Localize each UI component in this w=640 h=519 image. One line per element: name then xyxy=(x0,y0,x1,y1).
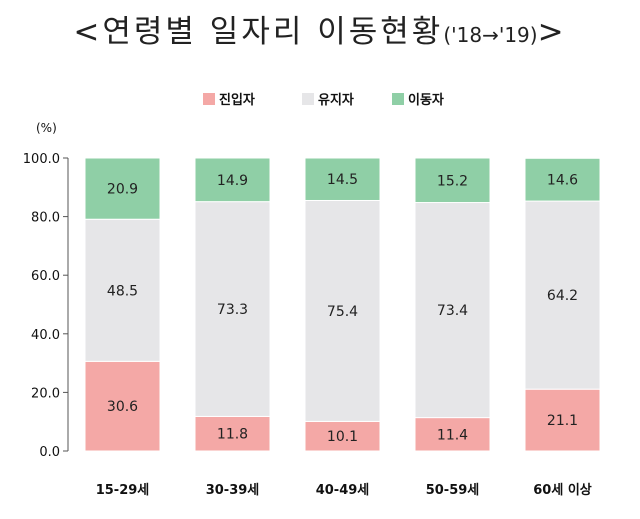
data-label: 64.2 xyxy=(547,288,578,304)
y-tick-label: 60.0 xyxy=(31,269,60,284)
bar-segment xyxy=(304,157,381,201)
chart-title-main: <연령별 일자리 이동현황 xyxy=(73,14,444,50)
data-label: 73.3 xyxy=(217,302,248,318)
legend-swatch xyxy=(302,93,314,105)
data-label: 73.4 xyxy=(437,303,468,319)
chart-title-period: ('18→'19) xyxy=(443,23,538,47)
bar-segment xyxy=(194,201,271,417)
legend-swatch xyxy=(392,93,404,105)
data-label: 14.5 xyxy=(327,172,358,188)
legend: 진입자 유지자 이동자 xyxy=(203,92,444,108)
data-label: 15.2 xyxy=(437,173,468,189)
bar-segment xyxy=(414,202,491,419)
y-tick-label: 80.0 xyxy=(31,211,60,226)
legend-label: 진입자 xyxy=(219,92,255,108)
bar-segment xyxy=(84,218,161,362)
chart-title: <연령별 일자리 이동현황('18→'19)> xyxy=(0,6,640,51)
legend-label: 유지자 xyxy=(318,93,354,108)
chart-title-close: > xyxy=(537,14,567,50)
y-tick-label: 40.0 xyxy=(31,328,60,343)
data-label: 48.5 xyxy=(107,283,138,299)
y-tick-label: 0.0 xyxy=(39,445,60,460)
data-label: 14.6 xyxy=(547,173,578,189)
legend-label: 이동자 xyxy=(408,92,444,108)
bar-segment xyxy=(414,157,491,204)
y-tick-label: 100.0 xyxy=(23,152,60,167)
bars: 30.6 48.5 20.9 11.8 73.3 14.9 10.1 75.4 14.5 11.4… xyxy=(84,157,601,452)
data-label: 30.6 xyxy=(107,399,138,415)
data-label: 75.4 xyxy=(327,304,358,320)
bar-segment xyxy=(84,360,161,452)
data-label: 10.1 xyxy=(327,429,358,445)
x-category-label: 30-39세 xyxy=(206,483,260,498)
y-axis: 0.0 20.0 40.0 60.0 80.0 100.0 xyxy=(23,152,69,460)
x-axis-categories: 15-29세 30-39세 40-49세 50-59세 60세 이상 xyxy=(96,482,592,498)
y-tick-label: 20.0 xyxy=(31,386,60,401)
data-label: 21.1 xyxy=(547,413,578,429)
bar-segment xyxy=(194,415,271,452)
data-label: 14.9 xyxy=(217,173,248,189)
x-category-label: 40-49세 xyxy=(316,483,370,498)
bar-segment xyxy=(524,388,601,452)
bar-segment xyxy=(194,157,271,203)
bar-segment xyxy=(524,157,601,202)
x-category-label: 60세 이상 xyxy=(533,482,592,498)
data-label: 20.9 xyxy=(107,182,138,198)
bar-segment xyxy=(524,200,601,390)
x-category-label: 15-29세 xyxy=(96,483,150,498)
x-category-label: 50-59세 xyxy=(426,483,480,498)
bar-segment xyxy=(414,417,491,452)
data-label: 11.8 xyxy=(217,427,248,443)
bar-segment xyxy=(304,199,381,422)
data-label: 11.4 xyxy=(437,427,468,443)
legend-swatch xyxy=(203,93,215,105)
y-axis-unit: (%) xyxy=(36,121,57,135)
bar-segment xyxy=(84,157,161,220)
